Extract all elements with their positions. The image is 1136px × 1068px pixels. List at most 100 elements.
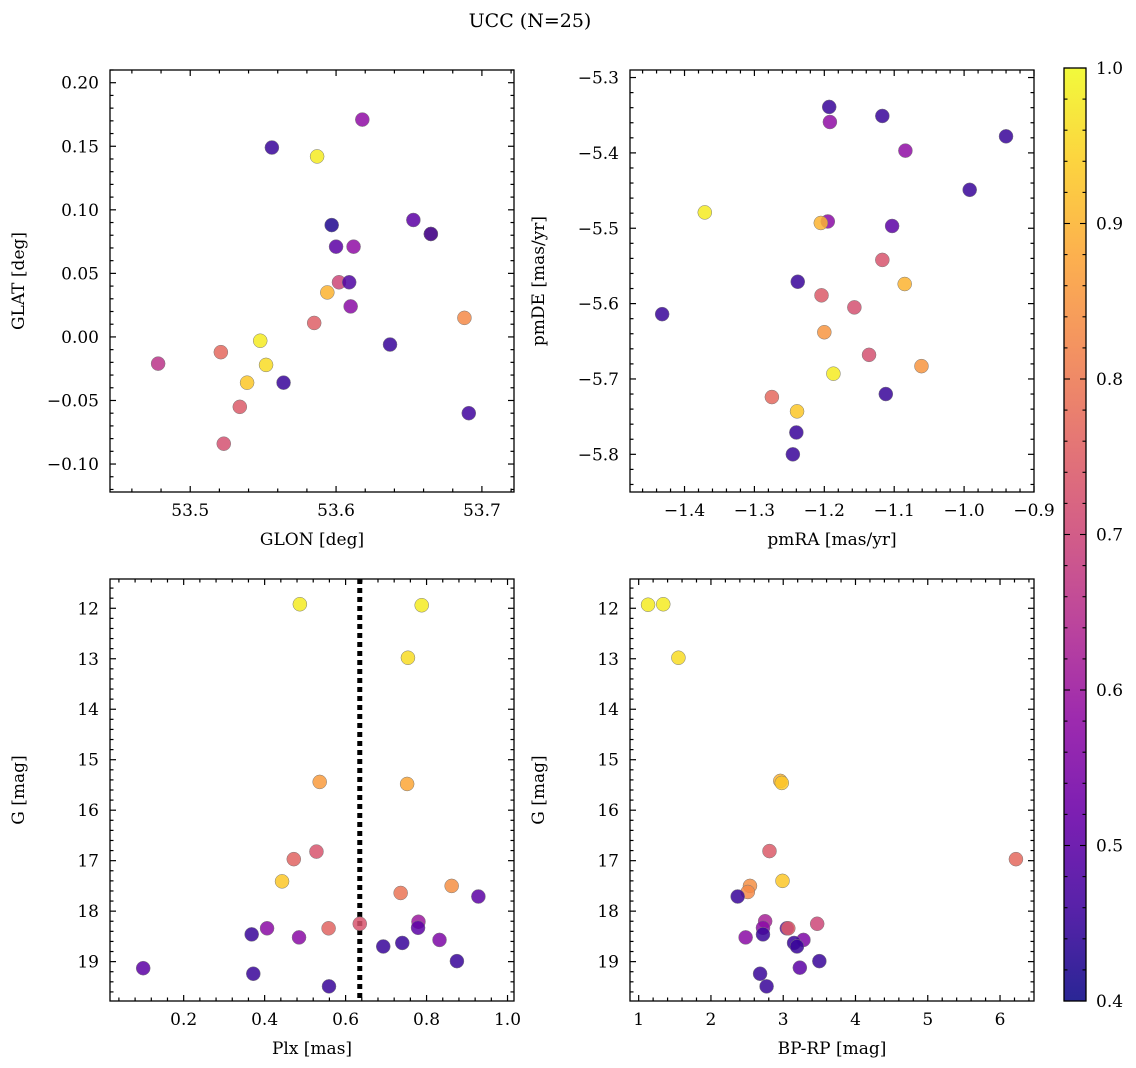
data-point bbox=[809, 916, 825, 932]
data-point bbox=[789, 939, 805, 954]
data-point bbox=[414, 597, 429, 613]
x-tick-label: 0.2 bbox=[170, 1010, 197, 1030]
data-point bbox=[861, 347, 877, 363]
data-point bbox=[461, 405, 477, 421]
data-point bbox=[774, 775, 790, 791]
axes-frame bbox=[109, 578, 515, 1002]
y-tick-label: 13 bbox=[77, 650, 99, 670]
data-point bbox=[790, 274, 806, 290]
data-point bbox=[826, 366, 841, 381]
y-axis-label: GLAT [deg] bbox=[9, 232, 29, 330]
data-point bbox=[898, 143, 913, 158]
data-point bbox=[781, 921, 796, 936]
data-point bbox=[375, 939, 391, 954]
data-point bbox=[320, 285, 335, 300]
data-point bbox=[346, 239, 361, 254]
data-point bbox=[216, 436, 232, 451]
colorbar: 0.4 0.5 0.6 0.7 0.8 0.9 1.0 bbox=[1063, 59, 1123, 1012]
data-point bbox=[822, 114, 838, 130]
data-point bbox=[395, 935, 410, 951]
data-point bbox=[306, 315, 322, 331]
y-tick-label: 15 bbox=[597, 751, 619, 771]
data-point bbox=[291, 930, 307, 945]
x-tick-label: 5 bbox=[922, 1010, 933, 1030]
data-point bbox=[213, 344, 229, 360]
y-tick-label: 17 bbox=[77, 852, 99, 872]
data-point bbox=[755, 927, 771, 942]
data-point bbox=[264, 140, 280, 155]
y-tick-label: 0.00 bbox=[61, 328, 99, 348]
y-axis-label: G [mag] bbox=[9, 755, 29, 824]
y-tick-label: −5.7 bbox=[578, 370, 619, 390]
x-tick-label: 2 bbox=[706, 1010, 717, 1030]
data-point bbox=[897, 276, 912, 292]
y-axis-label: pmDE [mas/yr] bbox=[529, 216, 549, 346]
data-point bbox=[352, 916, 368, 932]
x-axis-label: BP-RP [mag] bbox=[778, 1039, 887, 1059]
data-point bbox=[399, 776, 415, 792]
data-point bbox=[813, 215, 829, 231]
x-tick-label: 0.8 bbox=[413, 1010, 440, 1030]
panel-plx-g: 0.2 0.4 0.6 0.8 1.0 12 13 14 15 16 17 18 19 Plx [mas]… bbox=[9, 578, 521, 1059]
data-point bbox=[258, 357, 274, 373]
colorbar-tick-label: 0.9 bbox=[1096, 215, 1123, 235]
y-tick-label: 14 bbox=[597, 700, 619, 720]
data-point bbox=[239, 375, 255, 390]
data-point bbox=[449, 953, 465, 969]
data-point bbox=[792, 960, 808, 975]
data-point bbox=[640, 597, 656, 612]
data-point bbox=[312, 774, 327, 790]
x-tick-label: 6 bbox=[995, 1010, 1006, 1030]
data-point bbox=[406, 212, 421, 228]
colorbar-tick-label: 0.7 bbox=[1096, 526, 1123, 546]
colorbar-tick-label: 0.4 bbox=[1096, 992, 1123, 1012]
data-point bbox=[847, 300, 862, 315]
y-tick-label: 18 bbox=[597, 902, 619, 922]
axes-frame bbox=[109, 69, 515, 493]
data-point bbox=[324, 217, 339, 233]
data-point bbox=[878, 386, 894, 402]
y-tick-label: 17 bbox=[597, 852, 619, 872]
x-tick-label: −0.9 bbox=[1013, 501, 1054, 521]
data-point bbox=[286, 851, 302, 867]
data-point bbox=[252, 333, 268, 348]
y-tick-label: 19 bbox=[77, 953, 99, 973]
data-point bbox=[355, 112, 370, 127]
data-point bbox=[764, 389, 780, 405]
data-point bbox=[817, 324, 832, 340]
data-point bbox=[232, 399, 248, 415]
data-point bbox=[259, 921, 275, 936]
data-point bbox=[432, 932, 447, 948]
data-point bbox=[471, 889, 486, 904]
data-point bbox=[410, 920, 426, 936]
data-point bbox=[135, 960, 151, 976]
data-point bbox=[730, 889, 745, 904]
data-point bbox=[341, 275, 357, 290]
y-tick-label: −5.5 bbox=[578, 219, 619, 239]
x-tick-label: 53.7 bbox=[463, 501, 501, 521]
x-tick-label: −1.4 bbox=[664, 501, 705, 521]
data-point bbox=[423, 226, 439, 242]
x-tick-label: −1.0 bbox=[943, 501, 984, 521]
data-point bbox=[309, 149, 325, 164]
y-axis-label: G [mag] bbox=[529, 755, 549, 824]
x-tick-label: 0.6 bbox=[332, 1010, 359, 1030]
data-point bbox=[789, 404, 805, 419]
data-point bbox=[309, 844, 324, 859]
data-point bbox=[328, 239, 344, 254]
x-tick-label: 53.6 bbox=[317, 501, 355, 521]
data-point bbox=[814, 288, 829, 303]
colorbar-tick-label: 0.6 bbox=[1096, 681, 1123, 701]
data-point bbox=[785, 447, 801, 462]
x-tick-label: 0.4 bbox=[251, 1010, 278, 1030]
y-tick-label: 14 bbox=[77, 700, 99, 720]
y-tick-label: 0.10 bbox=[61, 201, 99, 221]
panel-glon-glat: 53.5 53.6 53.7 −0.10 −0.05 0.00 0.05 0.10 0.15 0.… bbox=[9, 69, 515, 550]
data-point bbox=[875, 252, 890, 268]
x-tick-label: −1.3 bbox=[734, 501, 775, 521]
data-point bbox=[762, 843, 777, 859]
y-tick-label: 12 bbox=[597, 599, 619, 619]
x-tick-label: 1.0 bbox=[494, 1010, 521, 1030]
data-point bbox=[821, 99, 837, 115]
